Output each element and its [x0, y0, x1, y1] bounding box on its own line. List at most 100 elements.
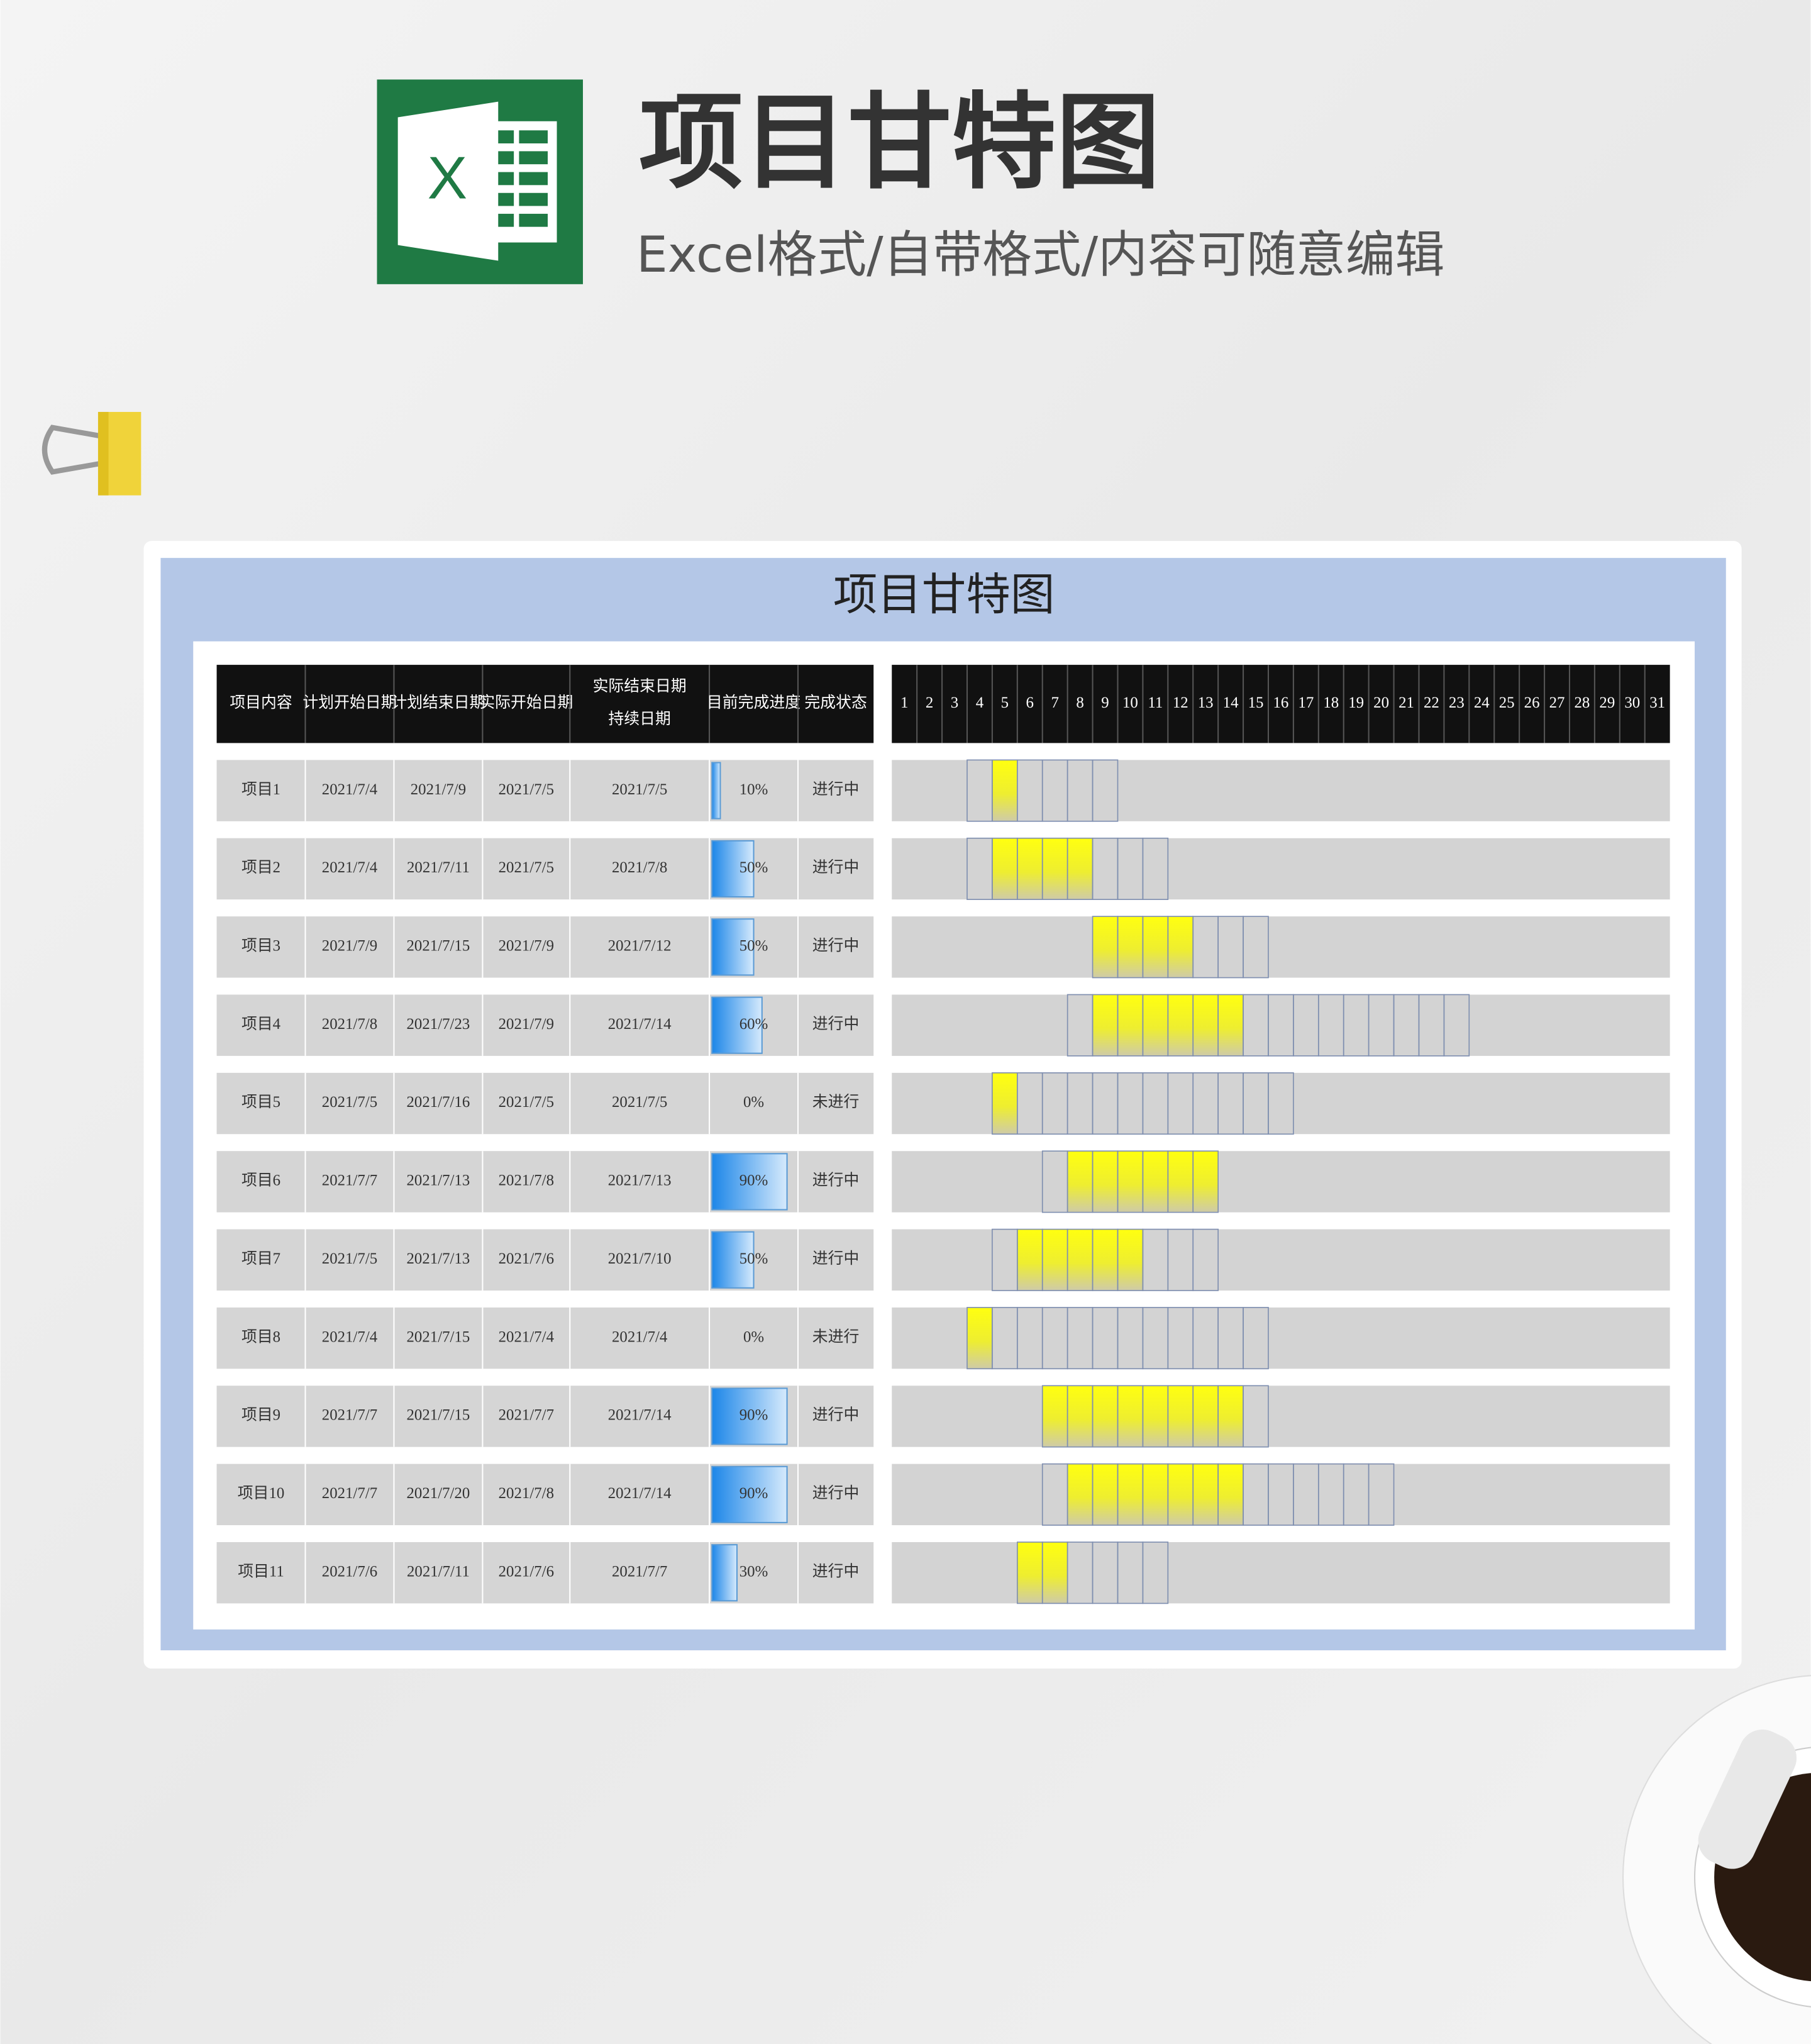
cell-text: 2021/7/23 [407, 1016, 470, 1033]
column-header: 持续日期 [608, 710, 670, 728]
cell-text: 2021/7/8 [612, 859, 667, 876]
cell-text: 2021/7/4 [322, 781, 378, 798]
cell-text: 0% [743, 1094, 764, 1111]
actual-bar [992, 760, 1017, 821]
gantt-header-bg [892, 665, 1670, 743]
cell-text: 10% [739, 781, 768, 798]
cell-text: 进行中 [812, 1172, 860, 1189]
plan-cell [1092, 759, 1119, 822]
day-label: 10 [1122, 694, 1138, 711]
cell-text: 2021/7/4 [322, 1328, 378, 1345]
day-label: 27 [1549, 694, 1565, 711]
cell-text: 2021/7/4 [612, 1328, 668, 1345]
day-label: 23 [1449, 694, 1465, 711]
cell-text: 2021/7/7 [322, 1407, 377, 1424]
row-bg [216, 1307, 874, 1369]
day-label: 15 [1248, 694, 1264, 711]
cell-text: 进行中 [812, 858, 860, 876]
cell-text: 2021/7/5 [612, 781, 667, 798]
cell-text: 项目4 [241, 1016, 281, 1033]
cell-text: 2021/7/6 [499, 1563, 554, 1580]
row-bg [216, 1072, 874, 1135]
cell-text: 90% [739, 1172, 768, 1189]
cell-text: 90% [739, 1485, 768, 1502]
actual-bar [1067, 1464, 1244, 1526]
cell-text: 2021/7/6 [499, 1250, 554, 1267]
plan-cell [1192, 1228, 1219, 1291]
excel-icon: X [377, 79, 584, 284]
day-label: 8 [1076, 694, 1083, 711]
progress-bar [711, 1544, 738, 1602]
cell-text: 项目3 [241, 938, 280, 955]
gantt-row-bg [892, 1307, 1670, 1369]
cell-text: 2021/7/7 [499, 1407, 554, 1424]
gantt-row-bg [892, 1229, 1670, 1291]
column-header: 项目内容 [230, 694, 292, 711]
day-label: 31 [1649, 694, 1665, 711]
cell-text: 进行中 [812, 1562, 860, 1580]
progress-bar [711, 1387, 788, 1445]
gantt-row-bg [892, 1464, 1670, 1526]
day-label: 2 [926, 694, 933, 711]
cell-text: 项目5 [241, 1094, 280, 1111]
plan-cell [1142, 1541, 1169, 1604]
cell-text: 未进行 [812, 1093, 860, 1111]
day-label: 4 [976, 694, 984, 711]
cell-text: 2021/7/9 [411, 781, 466, 798]
progress-bar [711, 996, 763, 1054]
day-label: 6 [1026, 694, 1034, 711]
cell-text: 2021/7/8 [499, 1485, 554, 1502]
cell-text: 项目11 [238, 1563, 284, 1580]
cell-text: 2021/7/4 [499, 1328, 555, 1345]
sheet-title: 项目甘特图 [833, 571, 1055, 620]
header-bg [216, 665, 874, 743]
cell-text: 2021/7/8 [499, 1172, 554, 1189]
day-label: 12 [1173, 694, 1188, 711]
cell-text: 项目9 [241, 1407, 280, 1424]
cell-text: 50% [739, 859, 768, 876]
day-label: 28 [1575, 694, 1590, 711]
day-label: 21 [1398, 694, 1414, 711]
plan-cell [1192, 1150, 1219, 1213]
cell-text: 2021/7/13 [407, 1250, 470, 1267]
day-label: 11 [1148, 694, 1163, 711]
row-bg [216, 1229, 874, 1291]
cell-text: 2021/7/11 [407, 859, 470, 876]
cell-text: 进行中 [812, 1484, 860, 1502]
day-label: 3 [951, 694, 958, 711]
row-bg [216, 1542, 874, 1604]
day-label: 13 [1198, 694, 1214, 711]
cell-text: 2021/7/15 [407, 1407, 470, 1424]
cell-text: 进行中 [812, 1250, 860, 1267]
gantt-row-bg [892, 1386, 1670, 1447]
cell-text: 项目1 [241, 781, 280, 798]
plan-cell [1368, 1463, 1395, 1526]
day-label: 30 [1624, 694, 1640, 711]
progress-bar [711, 1153, 788, 1211]
cell-text: 项目6 [241, 1172, 280, 1189]
cell-text: 2021/7/8 [322, 1016, 377, 1033]
cell-text: 进行中 [812, 937, 860, 955]
page-title: 项目甘特图 [639, 82, 1160, 204]
cell-text: 2021/7/14 [608, 1407, 672, 1424]
plan-cell [1243, 1307, 1269, 1370]
day-label: 14 [1223, 694, 1239, 711]
cell-text: 2021/7/5 [499, 859, 554, 876]
cell-text: 进行中 [812, 780, 860, 798]
day-label: 22 [1424, 694, 1439, 711]
cell-text: 进行中 [812, 1406, 860, 1424]
gantt-row-bg [892, 1072, 1670, 1135]
cell-text: 2021/7/12 [608, 938, 672, 955]
cell-text: 2021/7/7 [322, 1485, 377, 1502]
day-label: 18 [1323, 694, 1339, 711]
cell-text: 60% [739, 1016, 768, 1033]
plan-cell [1243, 1385, 1269, 1448]
column-header: 计划结束日期 [391, 694, 485, 711]
progress-bar [711, 918, 755, 976]
coffee-cup [1622, 1675, 1811, 2044]
day-label: 19 [1348, 694, 1364, 711]
cell-text: 0% [743, 1328, 764, 1345]
row-bg [216, 760, 874, 821]
